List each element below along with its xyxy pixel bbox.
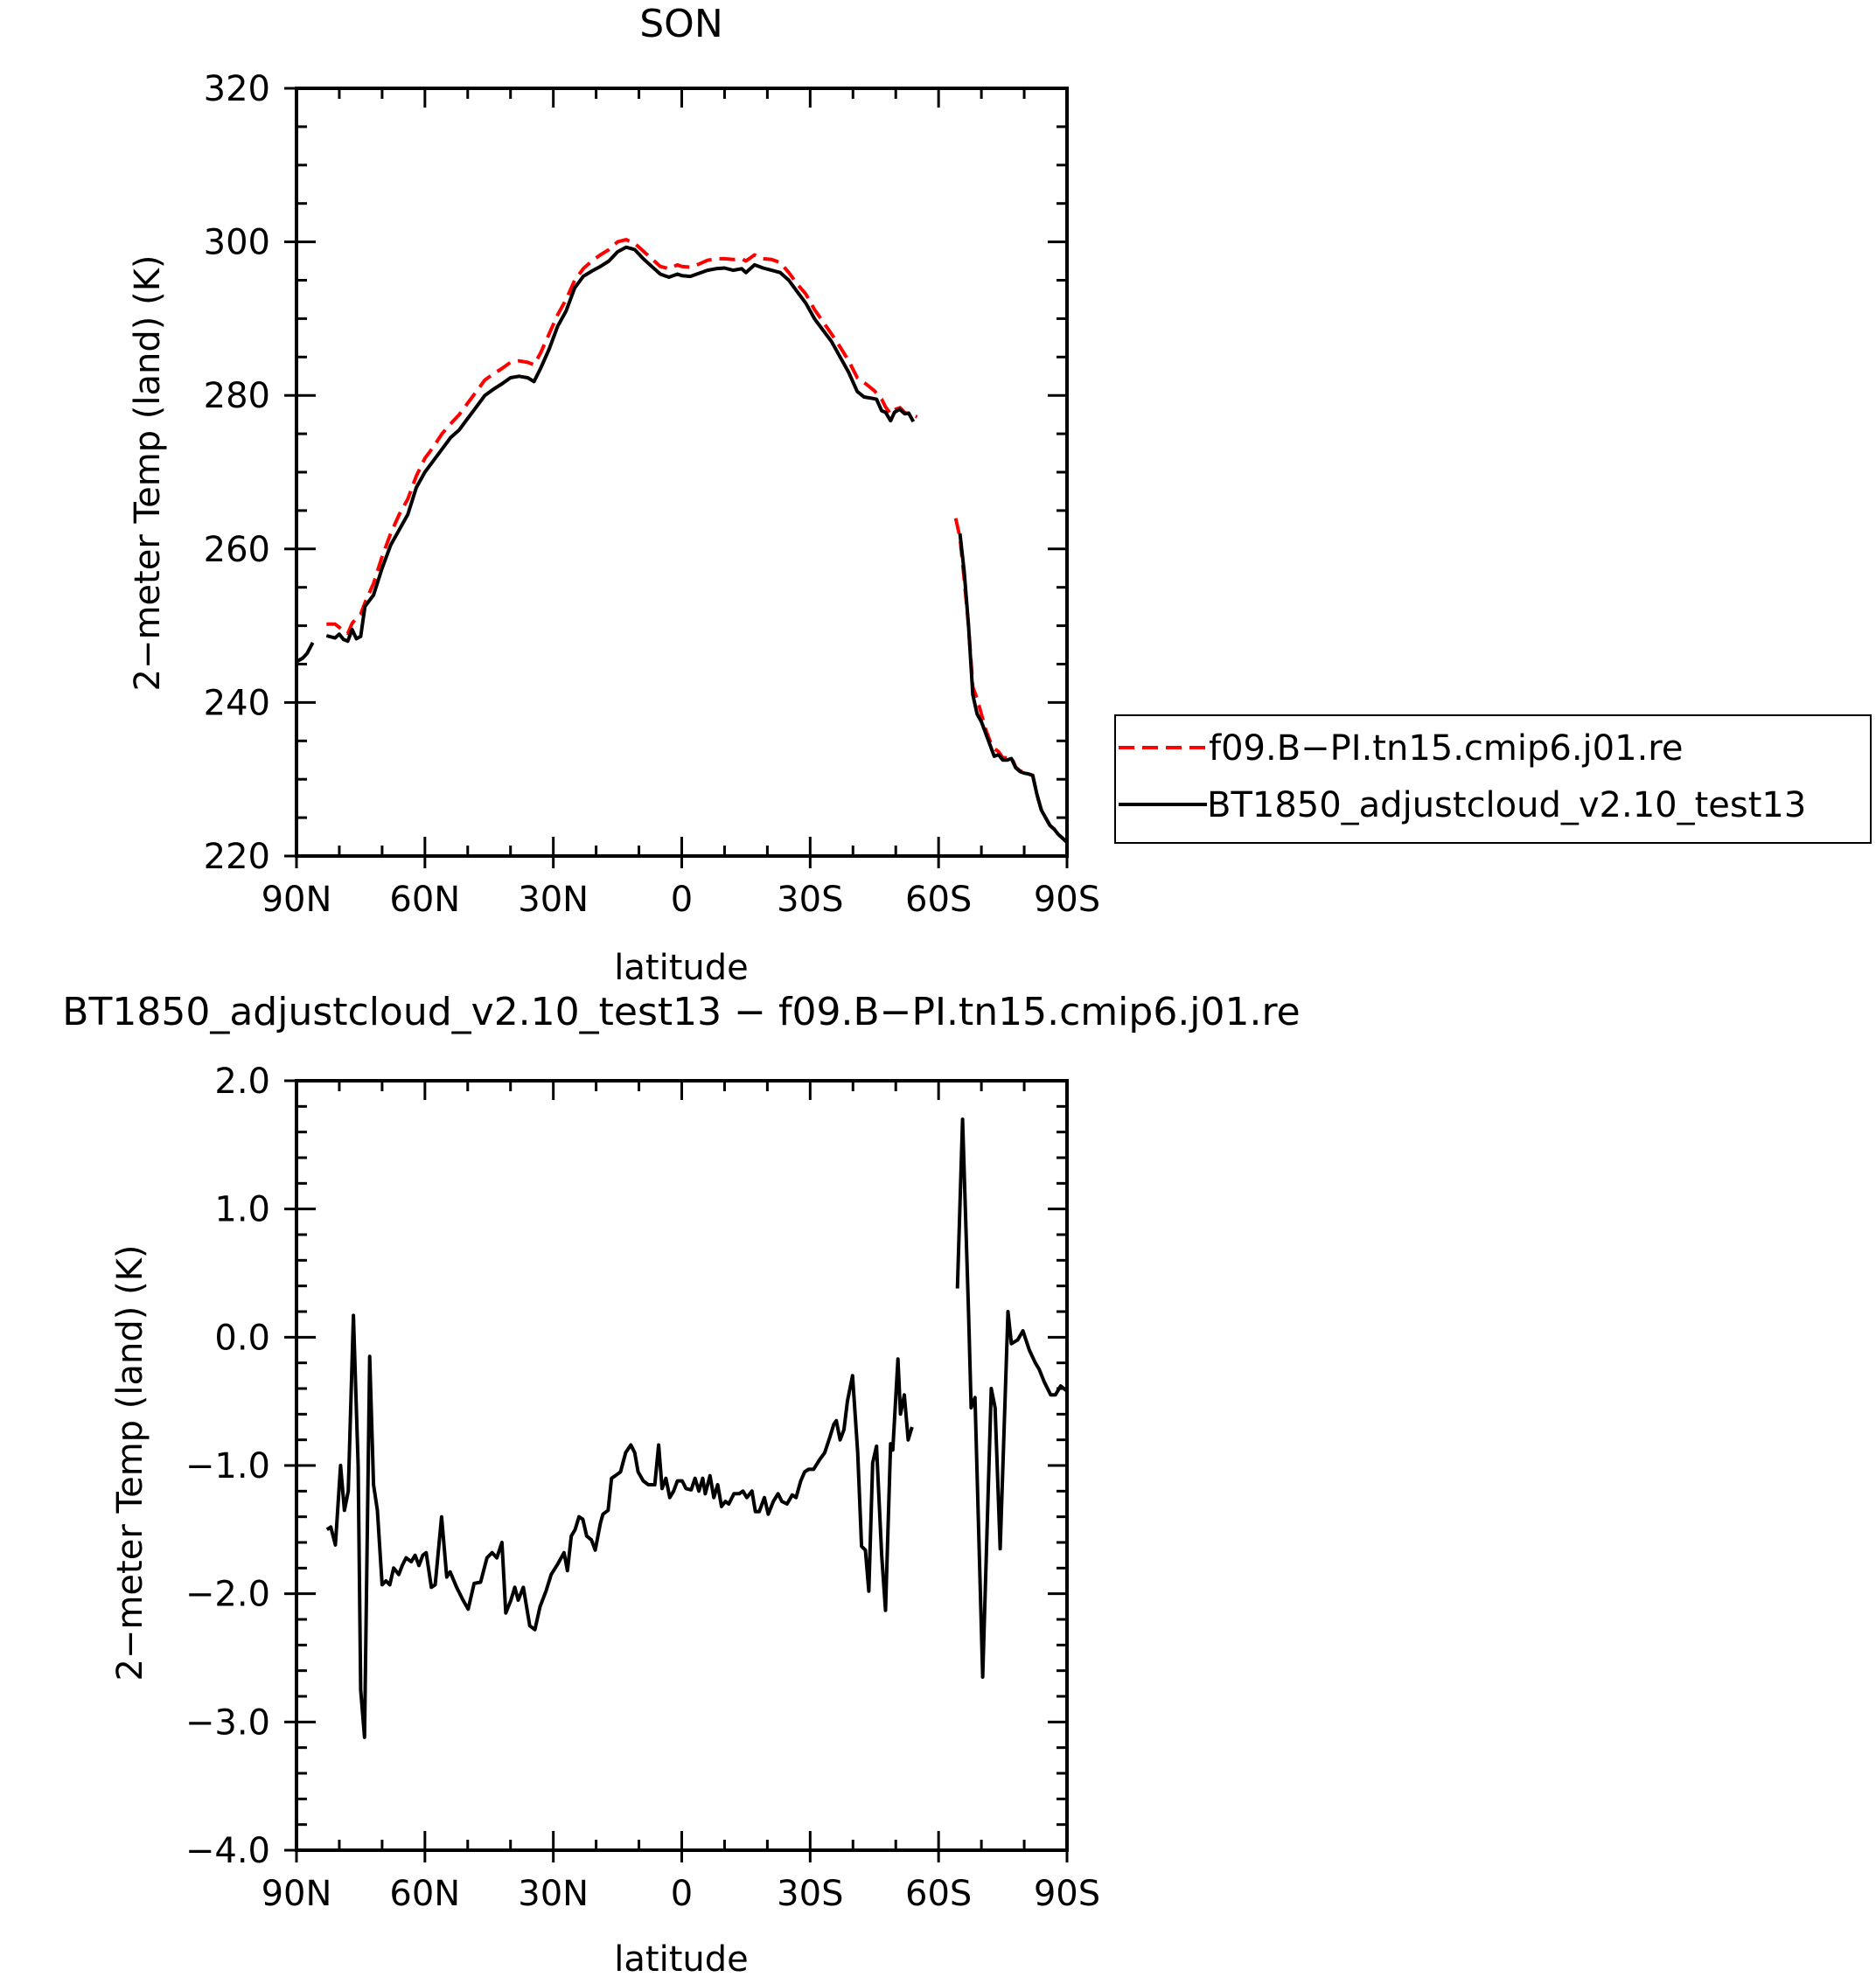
- y-tick-label: 260: [204, 530, 270, 570]
- y-tick-label: 1.0: [214, 1190, 270, 1230]
- y-tick-label: 320: [204, 69, 270, 109]
- x-tick-label: 90S: [1034, 1874, 1100, 1914]
- series-line-0-segment-0: [326, 238, 918, 636]
- x-tick-label: 30N: [518, 880, 589, 920]
- legend-box: [1114, 714, 1872, 844]
- x-tick-label: 30S: [777, 880, 843, 920]
- series-line-0-segment-1: [955, 1117, 1069, 1679]
- bottom-x-axis-label: latitude: [614, 1939, 748, 1977]
- y-tick-label: 2.0: [214, 1062, 270, 1102]
- x-tick-label: 90S: [1034, 880, 1100, 920]
- top-panel-title: SON: [639, 2, 722, 46]
- x-tick-label: 60S: [905, 1874, 972, 1914]
- top-panel-mean-temperature: SON latitude 2−meter Temp (land) (K) 220…: [128, 2, 1100, 988]
- bottom-panel-difference: BT1850_adjustcloud_v2.10_test13 − f09.B−…: [62, 990, 1300, 1977]
- x-tick-label: 90N: [262, 1874, 332, 1914]
- x-tick-label: 30N: [518, 1874, 589, 1914]
- y-tick-label: 240: [204, 683, 270, 723]
- y-tick-label: 300: [204, 223, 270, 263]
- bottom-panel-title: BT1850_adjustcloud_v2.10_test13 − f09.B−…: [62, 990, 1300, 1034]
- series-line-1-segment-2: [958, 533, 1069, 844]
- bottom-y-axis-label: 2−meter Temp (land) (K): [110, 1244, 150, 1681]
- top-y-axis-label: 2−meter Temp (land) (K): [128, 254, 168, 691]
- y-tick-label: 220: [204, 837, 270, 877]
- x-tick-label: 60S: [905, 880, 972, 920]
- y-tick-label: 0.0: [214, 1318, 270, 1358]
- y-tick-label: −3.0: [185, 1702, 270, 1743]
- x-tick-label: 30S: [777, 1874, 843, 1914]
- legend: f09.B−PI.tn15.cmip6.j01.re BT1850_adjust…: [1114, 714, 1872, 844]
- y-tick-label: −2.0: [185, 1575, 270, 1615]
- plot-frame: [295, 87, 1069, 858]
- series-line-0-segment-0: [325, 1313, 914, 1739]
- y-tick-label: −1.0: [185, 1446, 270, 1486]
- legend-label-bt1850: BT1850_adjustcloud_v2.10_test13: [1207, 785, 1806, 825]
- series-line-1-segment-0: [295, 641, 315, 664]
- y-tick-label: 280: [204, 376, 270, 416]
- y-tick-label: −4.0: [185, 1831, 270, 1871]
- plot-frame: [295, 1079, 1069, 1852]
- x-tick-label: 90N: [262, 880, 332, 920]
- series-line-1-segment-1: [325, 245, 916, 644]
- top-x-axis-label: latitude: [614, 948, 748, 988]
- legend-label-f09: f09.B−PI.tn15.cmip6.j01.re: [1209, 728, 1683, 769]
- x-tick-label: 60N: [389, 880, 460, 920]
- x-tick-label: 0: [671, 880, 693, 920]
- x-tick-label: 60N: [389, 1874, 460, 1914]
- x-tick-label: 0: [671, 1874, 693, 1914]
